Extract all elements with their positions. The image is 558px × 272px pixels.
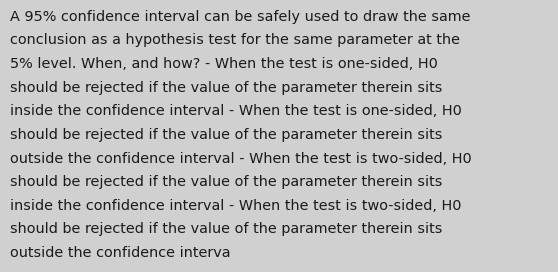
Text: should be rejected if the value of the parameter therein sits: should be rejected if the value of the p…	[10, 81, 442, 94]
Text: conclusion as a hypothesis test for the same parameter at the: conclusion as a hypothesis test for the …	[10, 33, 460, 47]
Text: should be rejected if the value of the parameter therein sits: should be rejected if the value of the p…	[10, 222, 442, 236]
Text: outside the confidence interval - When the test is two-sided, H0: outside the confidence interval - When t…	[10, 152, 472, 165]
Text: should be rejected if the value of the parameter therein sits: should be rejected if the value of the p…	[10, 128, 442, 142]
Text: A 95% confidence interval can be safely used to draw the same: A 95% confidence interval can be safely …	[10, 10, 470, 23]
Text: 5% level. When, and how? - When the test is one-sided, H0: 5% level. When, and how? - When the test…	[10, 57, 438, 71]
Text: outside the confidence interva: outside the confidence interva	[10, 246, 230, 260]
Text: inside the confidence interval - When the test is two-sided, H0: inside the confidence interval - When th…	[10, 199, 461, 213]
Text: inside the confidence interval - When the test is one-sided, H0: inside the confidence interval - When th…	[10, 104, 462, 118]
Text: should be rejected if the value of the parameter therein sits: should be rejected if the value of the p…	[10, 175, 442, 189]
